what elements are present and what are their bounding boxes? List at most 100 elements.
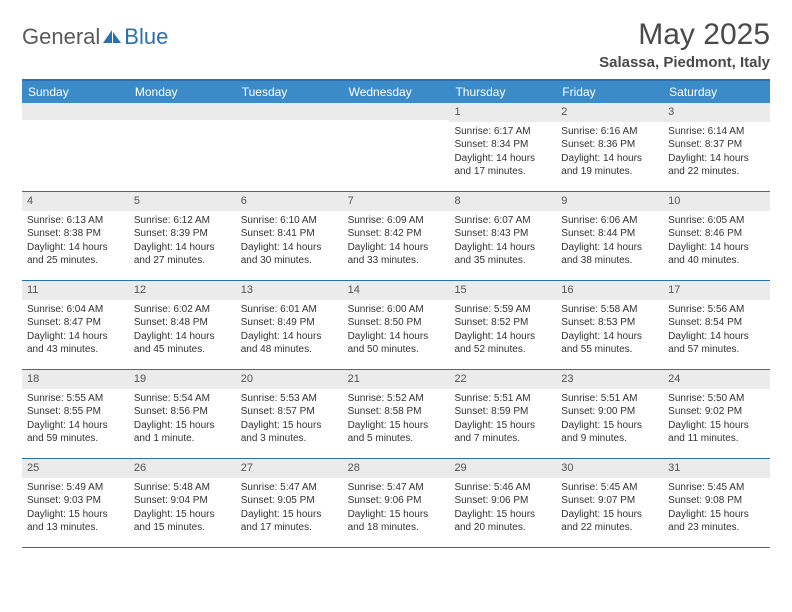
day-cell: 17Sunrise: 5:56 AMSunset: 8:54 PMDayligh… <box>663 281 770 369</box>
sunrise-text: Sunrise: 5:48 AM <box>134 481 231 495</box>
sunset-text: Sunset: 8:34 PM <box>454 138 551 152</box>
day-body: Sunrise: 6:16 AMSunset: 8:36 PMDaylight:… <box>556 122 663 184</box>
sunset-text: Sunset: 8:53 PM <box>561 316 658 330</box>
day-number: 10 <box>663 192 770 211</box>
sunrise-text: Sunrise: 5:45 AM <box>561 481 658 495</box>
day-cell: 28Sunrise: 5:47 AMSunset: 9:06 PMDayligh… <box>343 459 450 547</box>
day-cell: 21Sunrise: 5:52 AMSunset: 8:58 PMDayligh… <box>343 370 450 458</box>
sunset-text: Sunset: 9:06 PM <box>348 494 445 508</box>
day-cell: 25Sunrise: 5:49 AMSunset: 9:03 PMDayligh… <box>22 459 129 547</box>
daylight-text: Daylight: 14 hours and 22 minutes. <box>668 152 765 179</box>
sunrise-text: Sunrise: 6:14 AM <box>668 125 765 139</box>
day-body: Sunrise: 6:02 AMSunset: 8:48 PMDaylight:… <box>129 300 236 362</box>
week-row: 25Sunrise: 5:49 AMSunset: 9:03 PMDayligh… <box>22 459 770 548</box>
sunrise-text: Sunrise: 5:51 AM <box>454 392 551 406</box>
day-body: Sunrise: 6:09 AMSunset: 8:42 PMDaylight:… <box>343 211 450 273</box>
daylight-text: Daylight: 14 hours and 43 minutes. <box>27 330 124 357</box>
daylight-text: Daylight: 15 hours and 3 minutes. <box>241 419 338 446</box>
daylight-text: Daylight: 14 hours and 17 minutes. <box>454 152 551 179</box>
sunset-text: Sunset: 8:41 PM <box>241 227 338 241</box>
day-number: 19 <box>129 370 236 389</box>
day-cell: 24Sunrise: 5:50 AMSunset: 9:02 PMDayligh… <box>663 370 770 458</box>
day-cell: 29Sunrise: 5:46 AMSunset: 9:06 PMDayligh… <box>449 459 556 547</box>
sunset-text: Sunset: 8:44 PM <box>561 227 658 241</box>
sunset-text: Sunset: 9:00 PM <box>561 405 658 419</box>
day-number: 4 <box>22 192 129 211</box>
sunset-text: Sunset: 8:50 PM <box>348 316 445 330</box>
dayname-friday: Friday <box>556 81 663 103</box>
day-cell: 7Sunrise: 6:09 AMSunset: 8:42 PMDaylight… <box>343 192 450 280</box>
sunrise-text: Sunrise: 6:04 AM <box>27 303 124 317</box>
daylight-text: Daylight: 15 hours and 11 minutes. <box>668 419 765 446</box>
sunset-text: Sunset: 8:43 PM <box>454 227 551 241</box>
daylight-text: Daylight: 15 hours and 20 minutes. <box>454 508 551 535</box>
sunset-text: Sunset: 9:02 PM <box>668 405 765 419</box>
week-row: 11Sunrise: 6:04 AMSunset: 8:47 PMDayligh… <box>22 281 770 370</box>
sunset-text: Sunset: 9:03 PM <box>27 494 124 508</box>
day-number: 20 <box>236 370 343 389</box>
day-number <box>343 103 450 120</box>
day-cell: 26Sunrise: 5:48 AMSunset: 9:04 PMDayligh… <box>129 459 236 547</box>
day-body: Sunrise: 5:50 AMSunset: 9:02 PMDaylight:… <box>663 389 770 451</box>
sunrise-text: Sunrise: 5:47 AM <box>241 481 338 495</box>
day-body: Sunrise: 6:05 AMSunset: 8:46 PMDaylight:… <box>663 211 770 273</box>
day-body: Sunrise: 5:51 AMSunset: 8:59 PMDaylight:… <box>449 389 556 451</box>
day-cell <box>343 103 450 191</box>
week-row: 18Sunrise: 5:55 AMSunset: 8:55 PMDayligh… <box>22 370 770 459</box>
day-number: 6 <box>236 192 343 211</box>
day-cell: 6 Sunrise: 6:10 AMSunset: 8:41 PMDaylight… <box>236 192 343 280</box>
sunset-text: Sunset: 8:55 PM <box>27 405 124 419</box>
daylight-text: Daylight: 14 hours and 33 minutes. <box>348 241 445 268</box>
daylight-text: Daylight: 14 hours and 38 minutes. <box>561 241 658 268</box>
day-number: 31 <box>663 459 770 478</box>
title-block: May 2025 Salassa, Piedmont, Italy <box>599 18 770 71</box>
day-number: 23 <box>556 370 663 389</box>
sunrise-text: Sunrise: 5:53 AM <box>241 392 338 406</box>
day-number: 21 <box>343 370 450 389</box>
day-cell: 18Sunrise: 5:55 AMSunset: 8:55 PMDayligh… <box>22 370 129 458</box>
day-cell: 15Sunrise: 5:59 AMSunset: 8:52 PMDayligh… <box>449 281 556 369</box>
dayname-tuesday: Tuesday <box>236 81 343 103</box>
daylight-text: Daylight: 14 hours and 35 minutes. <box>454 241 551 268</box>
dayname-monday: Monday <box>129 81 236 103</box>
day-cell: 10Sunrise: 6:05 AMSunset: 8:46 PMDayligh… <box>663 192 770 280</box>
sunrise-text: Sunrise: 5:49 AM <box>27 481 124 495</box>
day-cell: 14Sunrise: 6:00 AMSunset: 8:50 PMDayligh… <box>343 281 450 369</box>
dayname-row: Sunday Monday Tuesday Wednesday Thursday… <box>22 81 770 103</box>
day-number: 26 <box>129 459 236 478</box>
dayname-sunday: Sunday <box>22 81 129 103</box>
sunset-text: Sunset: 9:07 PM <box>561 494 658 508</box>
sunrise-text: Sunrise: 5:51 AM <box>561 392 658 406</box>
day-cell: 3Sunrise: 6:14 AMSunset: 8:37 PMDaylight… <box>663 103 770 191</box>
calendar: Sunday Monday Tuesday Wednesday Thursday… <box>22 79 770 548</box>
daylight-text: Daylight: 14 hours and 30 minutes. <box>241 241 338 268</box>
day-body: Sunrise: 6:14 AMSunset: 8:37 PMDaylight:… <box>663 122 770 184</box>
day-body: Sunrise: 5:53 AMSunset: 8:57 PMDaylight:… <box>236 389 343 451</box>
day-number: 9 <box>556 192 663 211</box>
day-cell: 13Sunrise: 6:01 AMSunset: 8:49 PMDayligh… <box>236 281 343 369</box>
day-cell: 27Sunrise: 5:47 AMSunset: 9:05 PMDayligh… <box>236 459 343 547</box>
day-cell: 19Sunrise: 5:54 AMSunset: 8:56 PMDayligh… <box>129 370 236 458</box>
day-body: Sunrise: 6:06 AMSunset: 8:44 PMDaylight:… <box>556 211 663 273</box>
day-number <box>22 103 129 120</box>
day-cell <box>22 103 129 191</box>
day-body: Sunrise: 5:51 AMSunset: 9:00 PMDaylight:… <box>556 389 663 451</box>
day-body: Sunrise: 6:07 AMSunset: 8:43 PMDaylight:… <box>449 211 556 273</box>
sunset-text: Sunset: 8:39 PM <box>134 227 231 241</box>
sunrise-text: Sunrise: 5:52 AM <box>348 392 445 406</box>
day-body: Sunrise: 5:46 AMSunset: 9:06 PMDaylight:… <box>449 478 556 540</box>
day-body: Sunrise: 6:13 AMSunset: 8:38 PMDaylight:… <box>22 211 129 273</box>
sunrise-text: Sunrise: 6:10 AM <box>241 214 338 228</box>
day-body: Sunrise: 5:47 AMSunset: 9:06 PMDaylight:… <box>343 478 450 540</box>
daylight-text: Daylight: 15 hours and 1 minute. <box>134 419 231 446</box>
day-number: 15 <box>449 281 556 300</box>
daylight-text: Daylight: 15 hours and 15 minutes. <box>134 508 231 535</box>
daylight-text: Daylight: 15 hours and 5 minutes. <box>348 419 445 446</box>
sunset-text: Sunset: 8:54 PM <box>668 316 765 330</box>
day-cell: 20Sunrise: 5:53 AMSunset: 8:57 PMDayligh… <box>236 370 343 458</box>
day-body: Sunrise: 6:12 AMSunset: 8:39 PMDaylight:… <box>129 211 236 273</box>
day-number: 7 <box>343 192 450 211</box>
logo-text-general: General <box>22 24 100 50</box>
day-number: 17 <box>663 281 770 300</box>
sunset-text: Sunset: 8:49 PM <box>241 316 338 330</box>
